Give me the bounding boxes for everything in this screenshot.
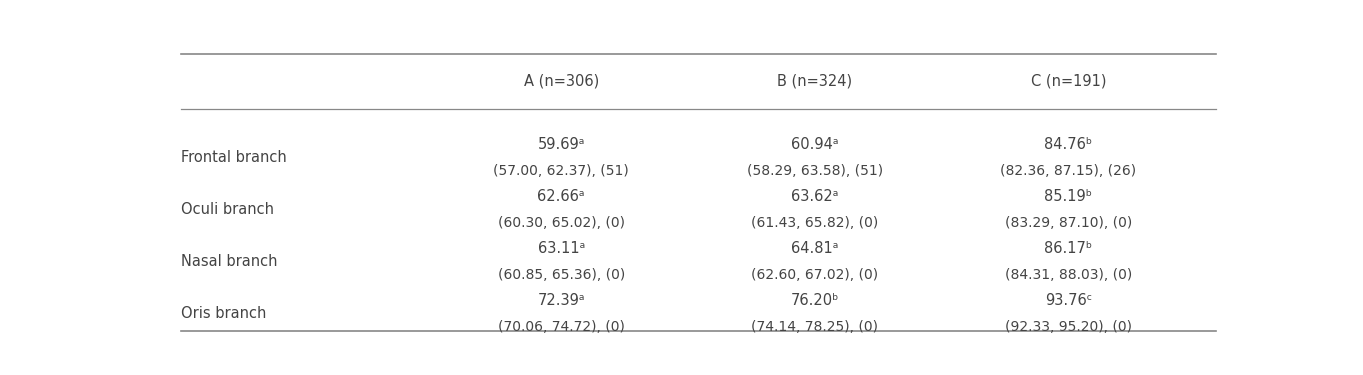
Text: (82.36, 87.15), (26): (82.36, 87.15), (26) (1000, 164, 1137, 178)
Text: 76.20ᵇ: 76.20ᵇ (791, 293, 838, 308)
Text: 85.19ᵇ: 85.19ᵇ (1044, 189, 1092, 204)
Text: 59.69ᵃ: 59.69ᵃ (537, 137, 585, 152)
Text: Oculi branch: Oculi branch (181, 202, 274, 217)
Text: A (n=306): A (n=306) (523, 74, 598, 88)
Text: Frontal branch: Frontal branch (181, 150, 286, 165)
Text: (58.29, 63.58), (51): (58.29, 63.58), (51) (747, 164, 883, 178)
Text: 60.94ᵃ: 60.94ᵃ (791, 137, 838, 152)
Text: (83.29, 87.10), (0): (83.29, 87.10), (0) (1005, 216, 1131, 229)
Text: (60.30, 65.02), (0): (60.30, 65.02), (0) (497, 216, 624, 229)
Text: (60.85, 65.36), (0): (60.85, 65.36), (0) (497, 267, 624, 282)
Text: 64.81ᵃ: 64.81ᵃ (791, 241, 838, 256)
Text: 86.17ᵇ: 86.17ᵇ (1044, 241, 1092, 256)
Text: Nasal branch: Nasal branch (181, 254, 278, 269)
Text: 62.66ᵃ: 62.66ᵃ (537, 189, 585, 204)
Text: B (n=324): B (n=324) (777, 74, 852, 88)
Text: (62.60, 67.02), (0): (62.60, 67.02), (0) (751, 267, 878, 282)
Text: C (n=191): C (n=191) (1030, 74, 1105, 88)
Text: 93.76ᶜ: 93.76ᶜ (1044, 293, 1092, 308)
Text: (92.33, 95.20), (0): (92.33, 95.20), (0) (1005, 320, 1131, 333)
Text: (74.14, 78.25), (0): (74.14, 78.25), (0) (751, 320, 878, 333)
Text: (61.43, 65.82), (0): (61.43, 65.82), (0) (751, 216, 878, 229)
Text: Oris branch: Oris branch (181, 306, 266, 321)
Text: 72.39ᵃ: 72.39ᵃ (537, 293, 585, 308)
Text: 63.11ᵃ: 63.11ᵃ (537, 241, 585, 256)
Text: (70.06, 74.72), (0): (70.06, 74.72), (0) (497, 320, 624, 333)
Text: 63.62ᵃ: 63.62ᵃ (791, 189, 838, 204)
Text: 84.76ᵇ: 84.76ᵇ (1044, 137, 1092, 152)
Text: (84.31, 88.03), (0): (84.31, 88.03), (0) (1005, 267, 1131, 282)
Text: (57.00, 62.37), (51): (57.00, 62.37), (51) (493, 164, 630, 178)
